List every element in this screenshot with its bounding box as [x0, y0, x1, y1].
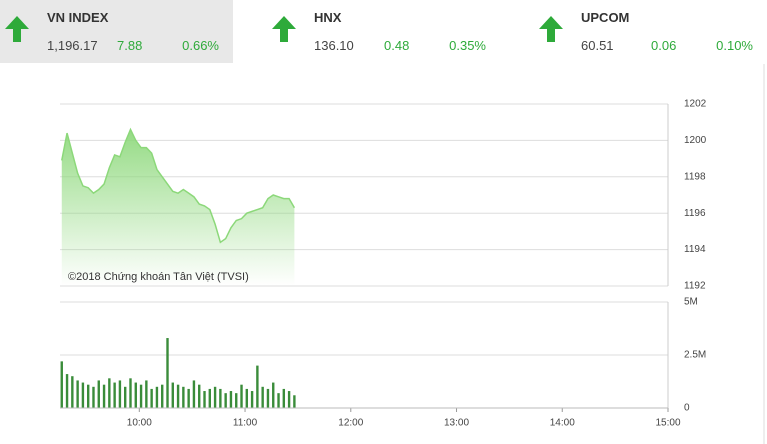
- volume-bar: [282, 388, 286, 408]
- volume-bar: [240, 384, 243, 408]
- volume-bar: [81, 382, 85, 408]
- y-tick-label: 0: [684, 403, 690, 414]
- volume-bar: [293, 395, 296, 408]
- volume-bar: [92, 386, 95, 408]
- volume-bar: [171, 382, 174, 408]
- x-tick-label: 11:00: [233, 418, 258, 429]
- volume-bar: [65, 374, 69, 408]
- volume-bar: [124, 386, 127, 408]
- volume-bar: [176, 384, 180, 408]
- volume-bar: [102, 384, 106, 408]
- index-box[interactable]: HNX 136.10 0.48 0.35%: [267, 0, 500, 63]
- y-tick-label: 1198: [684, 171, 706, 182]
- volume-bar: [118, 380, 122, 408]
- watermark: ©2018 Chứng khoán Tân Việt (TVSI): [68, 271, 249, 283]
- volume-bar: [266, 388, 270, 408]
- volume-bar: [60, 361, 63, 408]
- index-pct: 0.66%: [182, 38, 219, 53]
- volume-bar: [155, 386, 159, 408]
- volume-bar: [198, 384, 201, 408]
- volume-bar: [145, 380, 148, 408]
- area: [61, 129, 295, 286]
- volume-bar: [166, 338, 169, 408]
- y-tick-label: 1196: [684, 208, 706, 219]
- index-pct: 0.10%: [716, 38, 753, 53]
- volume-bar: [150, 388, 153, 408]
- y-tick-label: 1194: [684, 244, 706, 255]
- volume-bar: [235, 393, 238, 408]
- volume-bar: [213, 386, 217, 408]
- index-name: HNX: [314, 10, 342, 25]
- volume-bar: [71, 376, 74, 408]
- volume-bar: [108, 378, 111, 408]
- volume-bar: [224, 393, 227, 408]
- x-tick-label: 13:00: [444, 418, 469, 429]
- volume-bar: [76, 380, 79, 408]
- y-tick-label: 5M: [684, 297, 698, 308]
- volume-bar: [134, 382, 137, 408]
- volume-bar: [245, 388, 249, 408]
- index-name: VN INDEX: [47, 10, 109, 25]
- y-tick-label: 2.5M: [684, 350, 706, 361]
- index-box[interactable]: VN INDEX 1,196.17 7.88 0.66%: [0, 0, 233, 63]
- volume-bar: [86, 384, 90, 408]
- volume-bar: [187, 388, 190, 408]
- index-value: 1,196.17: [47, 38, 98, 53]
- volume-bar: [113, 382, 116, 408]
- volume-bar: [256, 365, 259, 408]
- volume-bar: [229, 391, 233, 408]
- index-change: 0.48: [384, 38, 410, 53]
- x-tick-label: 14:00: [550, 418, 575, 429]
- y-tick-label: 1200: [684, 135, 707, 146]
- up-arrow: [5, 16, 29, 42]
- volume-bar: [208, 388, 211, 408]
- index-change: 7.88: [117, 38, 143, 53]
- volume-bar: [261, 386, 264, 408]
- volume-bar: [182, 386, 185, 408]
- volume-bar: [272, 382, 275, 408]
- volume-bar: [97, 380, 100, 408]
- volume-bar: [129, 378, 132, 408]
- y-tick-label: 1202: [684, 99, 707, 110]
- up-arrow: [272, 16, 296, 42]
- index-name: UPCOM: [581, 10, 630, 25]
- x-tick-label: 12:00: [338, 418, 363, 429]
- x-tick-label: 10:00: [127, 418, 152, 429]
- y-tick-label: 1192: [684, 281, 706, 292]
- volume-bar: [192, 380, 196, 408]
- line: [61, 127, 296, 244]
- index-value: 136.10: [314, 38, 354, 53]
- x-tick-label: 15:00: [655, 418, 680, 429]
- volume-bar: [203, 391, 206, 408]
- index-value: 60.51: [581, 38, 614, 53]
- index-box[interactable]: UPCOM 60.51 0.06 0.10%: [534, 0, 767, 63]
- up-arrow: [539, 16, 563, 42]
- volume-bar: [219, 388, 222, 408]
- volume-bar: [287, 391, 291, 408]
- volume-bar: [277, 393, 280, 408]
- volume-bar: [139, 384, 143, 408]
- volume-bar: [161, 384, 164, 408]
- volume-bar: [250, 391, 254, 408]
- index-pct: 0.35%: [449, 38, 486, 53]
- index-change: 0.06: [651, 38, 677, 53]
